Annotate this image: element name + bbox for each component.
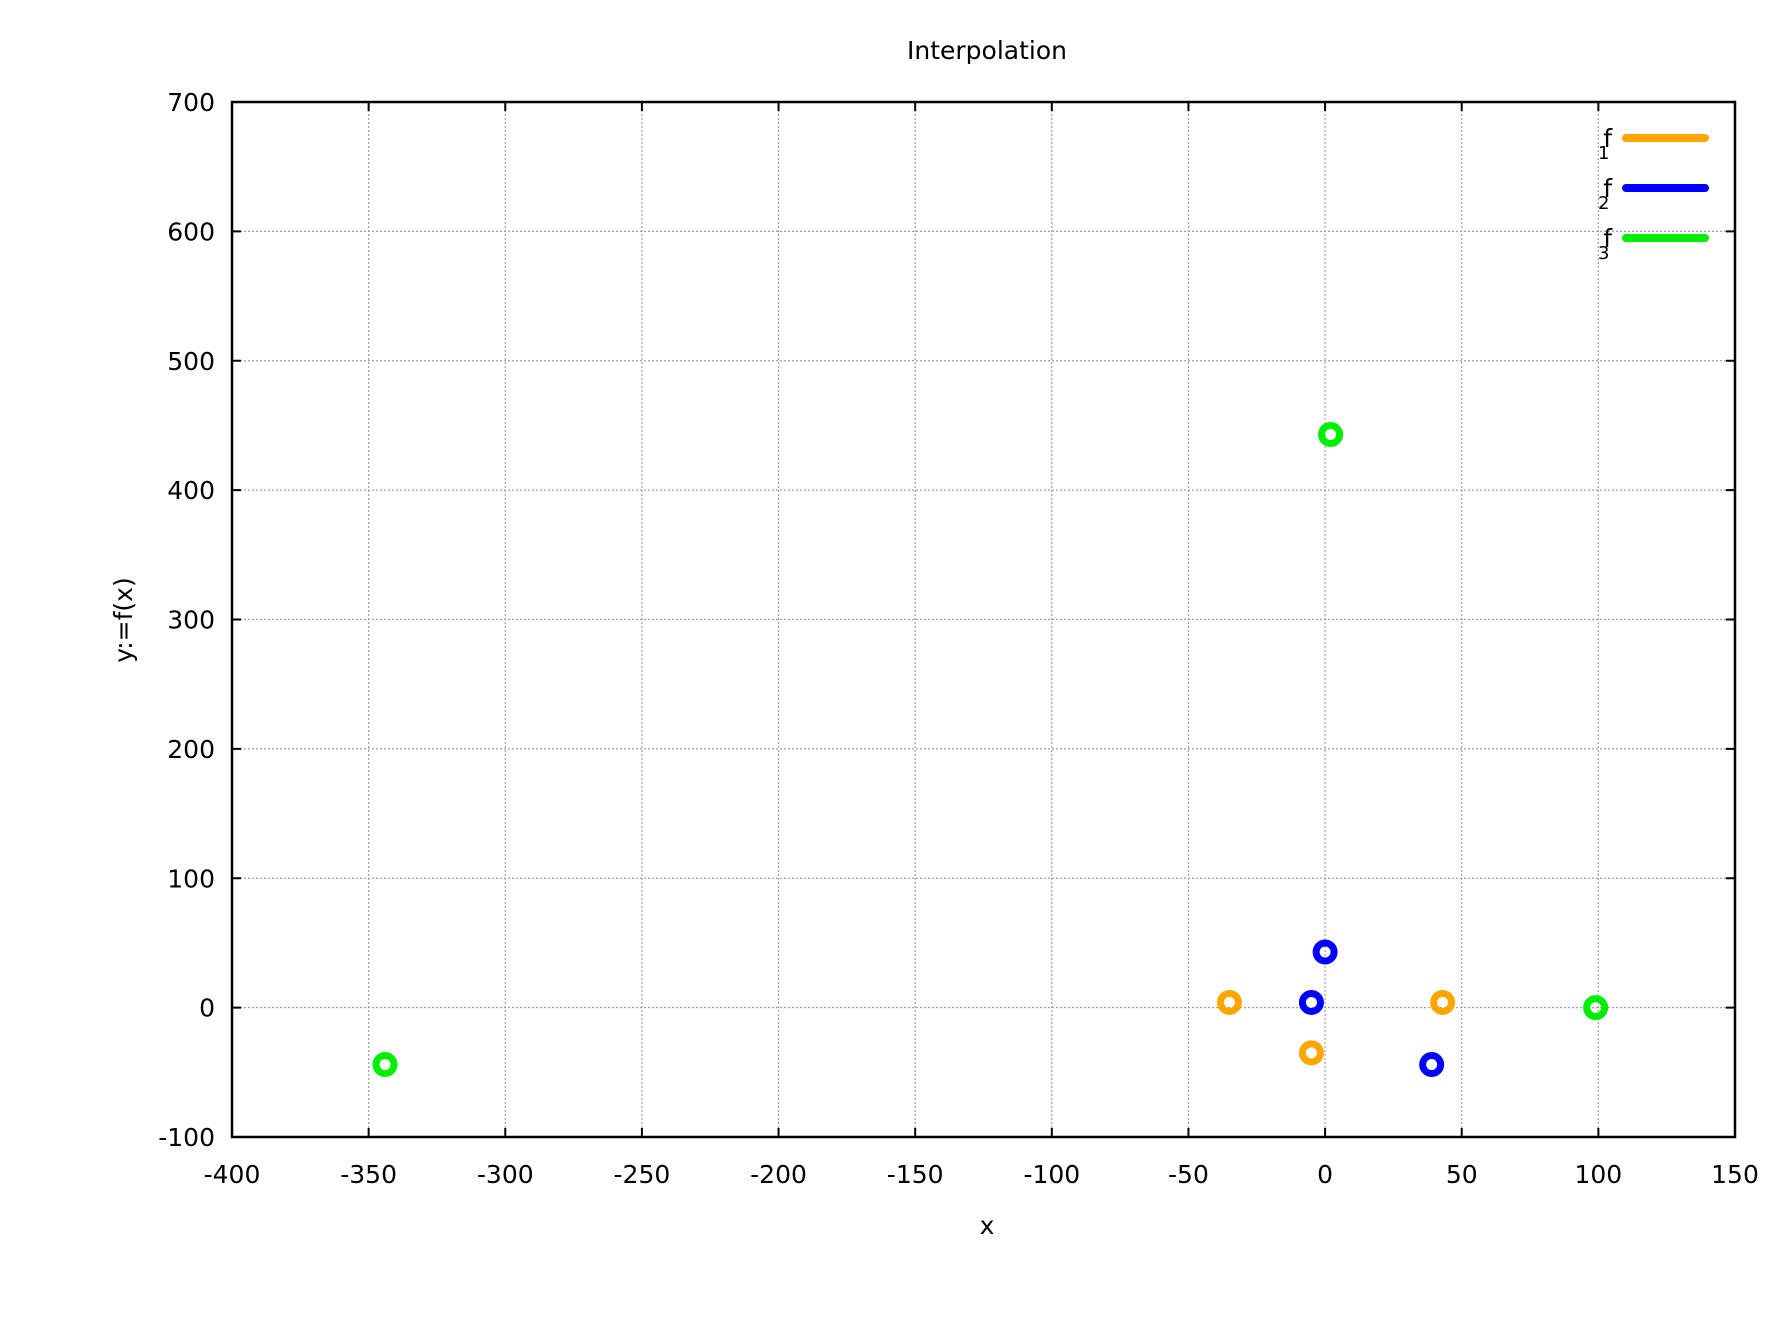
- data-points: [372, 421, 1609, 1078]
- legend-label-f1: f: [1603, 124, 1613, 153]
- x-tick-label: -250: [614, 1160, 671, 1189]
- x-tick-label: -400: [204, 1160, 261, 1189]
- y-tick-label: 300: [167, 606, 215, 635]
- x-tick-label: -350: [340, 1160, 397, 1189]
- x-tick-label: 0: [1317, 1160, 1333, 1189]
- data-point-f3: [1583, 995, 1609, 1021]
- legend-subscript-f2: 2: [1598, 193, 1609, 214]
- y-tick-label: 200: [167, 735, 215, 764]
- data-point-f3: [1318, 421, 1344, 447]
- legend-label-f3: f: [1603, 224, 1613, 253]
- y-tick-label: -100: [158, 1123, 215, 1152]
- legend-subscript-f1: 1: [1598, 143, 1609, 164]
- data-point-f3: [372, 1052, 398, 1078]
- axes: [230, 100, 1737, 1139]
- data-point-f1: [1216, 989, 1242, 1015]
- x-tick-label: -150: [887, 1160, 944, 1189]
- x-axis-label: x: [980, 1211, 995, 1240]
- legend-subscript-f3: 3: [1598, 243, 1609, 264]
- x-tick-label: 100: [1575, 1160, 1623, 1189]
- grid-lines: [231, 101, 1736, 1138]
- x-tick-label: 50: [1446, 1160, 1478, 1189]
- x-tick-label: 150: [1711, 1160, 1759, 1189]
- y-tick-label: 0: [199, 994, 215, 1023]
- y-axis-label: y:=f(x): [109, 577, 138, 662]
- x-tick-label: -100: [1023, 1160, 1080, 1189]
- chart-title: Interpolation: [907, 36, 1067, 65]
- data-point-f1: [1298, 1040, 1324, 1066]
- x-tick-label: -300: [477, 1160, 534, 1189]
- data-point-f2: [1298, 989, 1324, 1015]
- x-tick-label: -50: [1168, 1160, 1209, 1189]
- x-tick-label: -200: [750, 1160, 807, 1189]
- y-tick-label: 500: [167, 347, 215, 376]
- y-tick-label: 400: [167, 476, 215, 505]
- data-point-f2: [1419, 1052, 1445, 1078]
- data-point-f2: [1312, 939, 1338, 965]
- legend-label-f2: f: [1603, 174, 1613, 203]
- y-tick-label: 100: [167, 864, 215, 893]
- data-point-f1: [1430, 989, 1456, 1015]
- tick-labels: -400 -350 -300 -250 -200 -150 -100 -50 0 50 100 150…: [158, 88, 1759, 1189]
- y-tick-label: 600: [167, 217, 215, 246]
- y-tick-label: 700: [167, 88, 215, 117]
